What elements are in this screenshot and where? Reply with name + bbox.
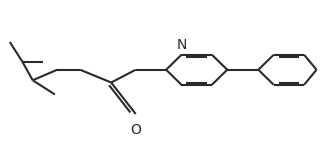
Text: N: N bbox=[176, 38, 187, 52]
Text: O: O bbox=[130, 123, 141, 137]
